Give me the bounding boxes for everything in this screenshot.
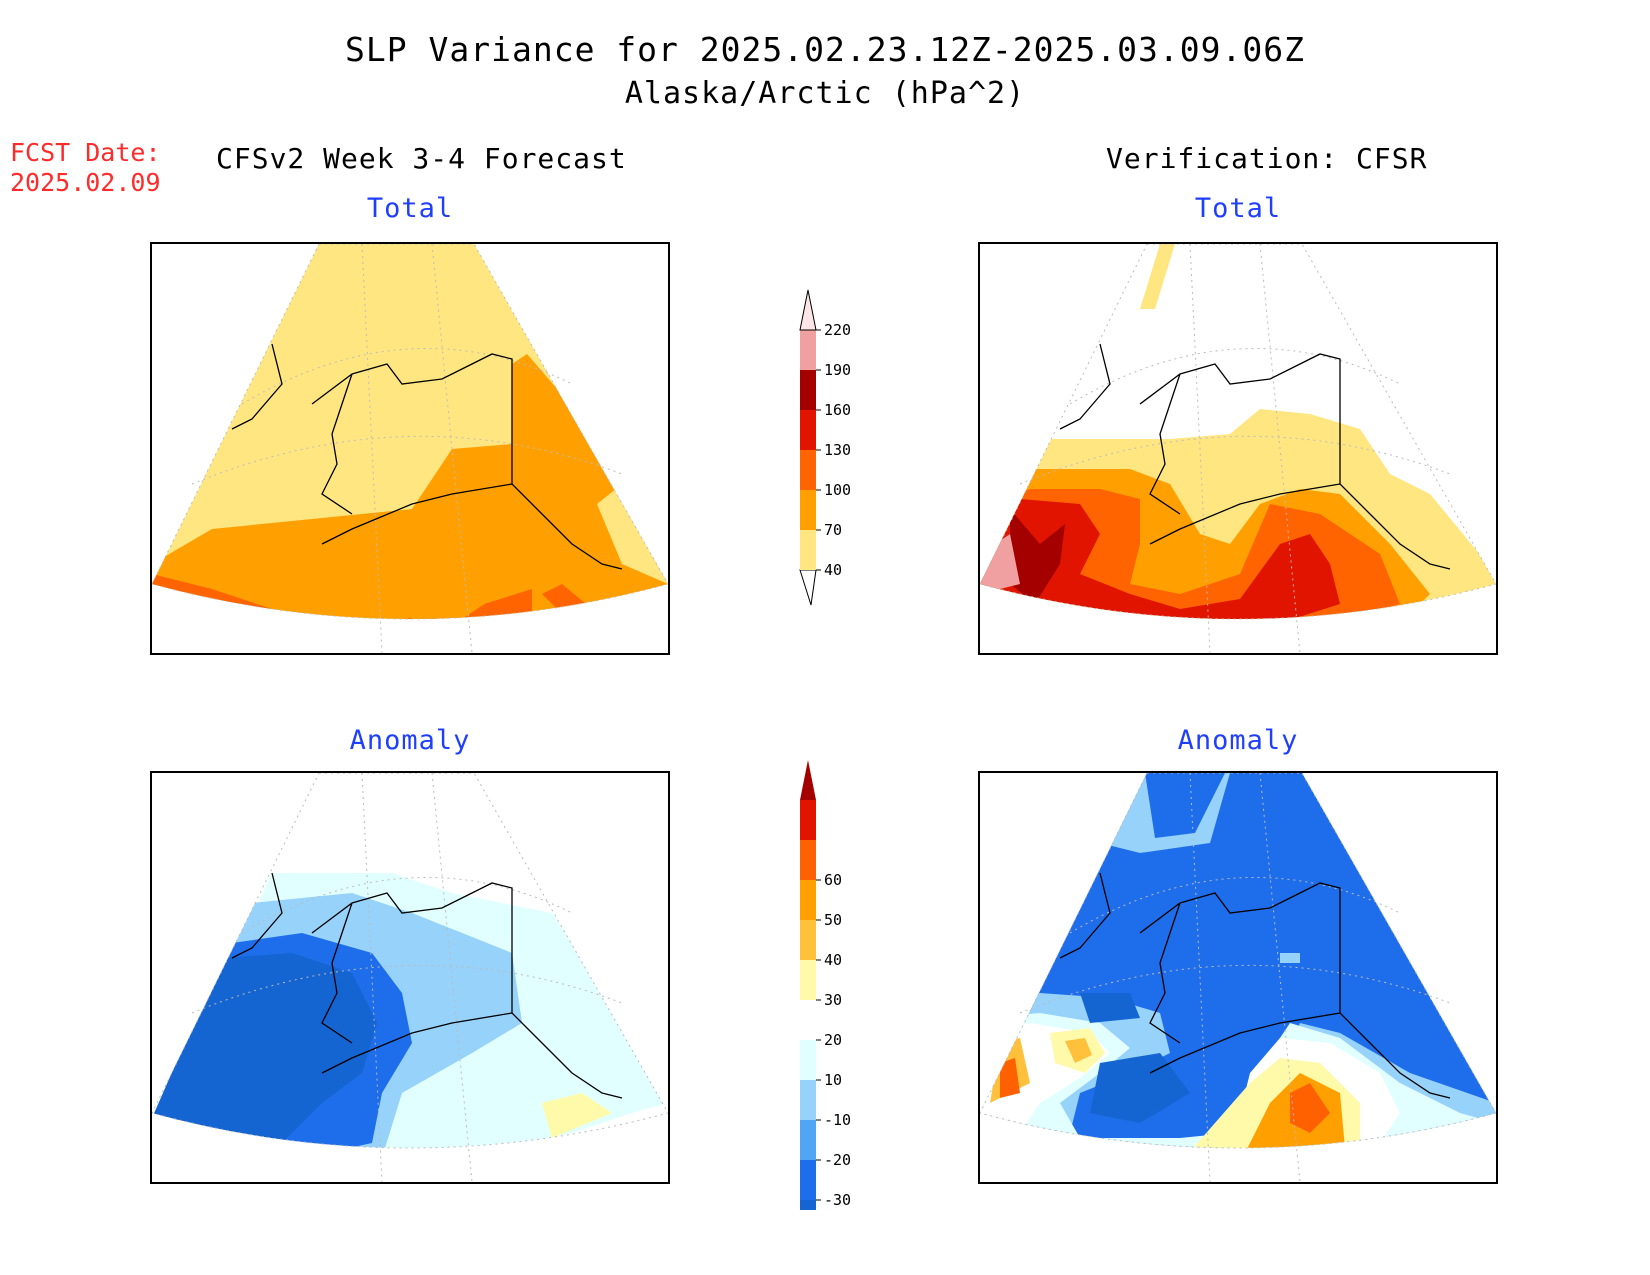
colorbar-extension-low [799,569,817,606]
verification-total-title: Total [1194,193,1282,224]
colorbar-swatch [800,490,816,530]
colorbar-swatch [800,450,816,490]
colorbar-tick-label: 130 [824,441,851,459]
colorbar-swatch [800,330,816,370]
coastline [1059,343,1451,570]
colorbar-tick-label: 160 [824,401,851,419]
colorbar-tick-label: 40 [824,561,842,579]
colorbar-tick-label: 100 [824,481,851,499]
coastline [231,872,623,1099]
colorbar-swatch [800,960,816,1000]
colorbar-tick-label: -20 [824,1151,851,1169]
colorbar-tick-label: -10 [824,1111,851,1129]
colorbar-swatch [800,370,816,410]
colorbar-tick-label: 190 [824,361,851,379]
colorbar-tick-label: 60 [824,871,842,889]
colorbar-tick-label: 220 [824,321,851,339]
colorbar-swatch [800,410,816,450]
colorbar-swatch [800,920,816,960]
forecast-total-title: Total [366,193,454,224]
colorbar-tick-label: 40 [824,951,842,969]
forecast-date-value: 2025.02.09 [10,168,161,197]
colorbar-swatch [800,530,816,570]
colorbar-swatch [800,1120,816,1160]
colorbar-tick-label: 70 [824,521,842,539]
colorbar-swatch [800,840,816,880]
forecast-anomaly-map [150,771,670,1184]
coastline [1059,872,1451,1099]
colorbar-tick-label: 10 [824,1071,842,1089]
colorbar-tick-label: 20 [824,1031,842,1049]
colorbar-swatch [800,880,816,920]
colorbar-swatch [800,760,816,800]
colorbar-swatch [800,1000,816,1040]
forecast-total-map [150,242,670,655]
colorbar-swatch [800,1160,816,1200]
colorbar-tick-label: -30 [824,1191,851,1209]
verification-column-heading: Verification: CFSR [1106,142,1428,175]
figure-title: SLP Variance for 2025.02.23.12Z-2025.03.… [345,30,1305,69]
colorbar-swatch [799,289,817,331]
colorbar-tick-label: 50 [824,911,842,929]
figure-subtitle: Alaska/Arctic (hPa^2) [624,76,1026,111]
forecast-date-label: FCST Date: [10,138,161,167]
forecast-anomaly-title: Anomaly [349,725,471,756]
total-colorbar: 40 70 100 130 160 190 220 [799,289,851,606]
verification-anomaly-map [978,771,1498,1184]
forecast-column-heading: CFSv2 Week 3-4 Forecast [216,142,627,175]
colorbar-swatch [800,1200,816,1210]
colorbar-swatch [800,800,816,840]
colorbar-swatch [800,1040,816,1080]
colorbar-tick-label: 30 [824,991,842,1009]
verification-anomaly-title: Anomaly [1177,725,1299,756]
coastline [231,343,623,570]
verification-total-map [978,242,1498,655]
colorbar-swatch [800,1080,816,1120]
